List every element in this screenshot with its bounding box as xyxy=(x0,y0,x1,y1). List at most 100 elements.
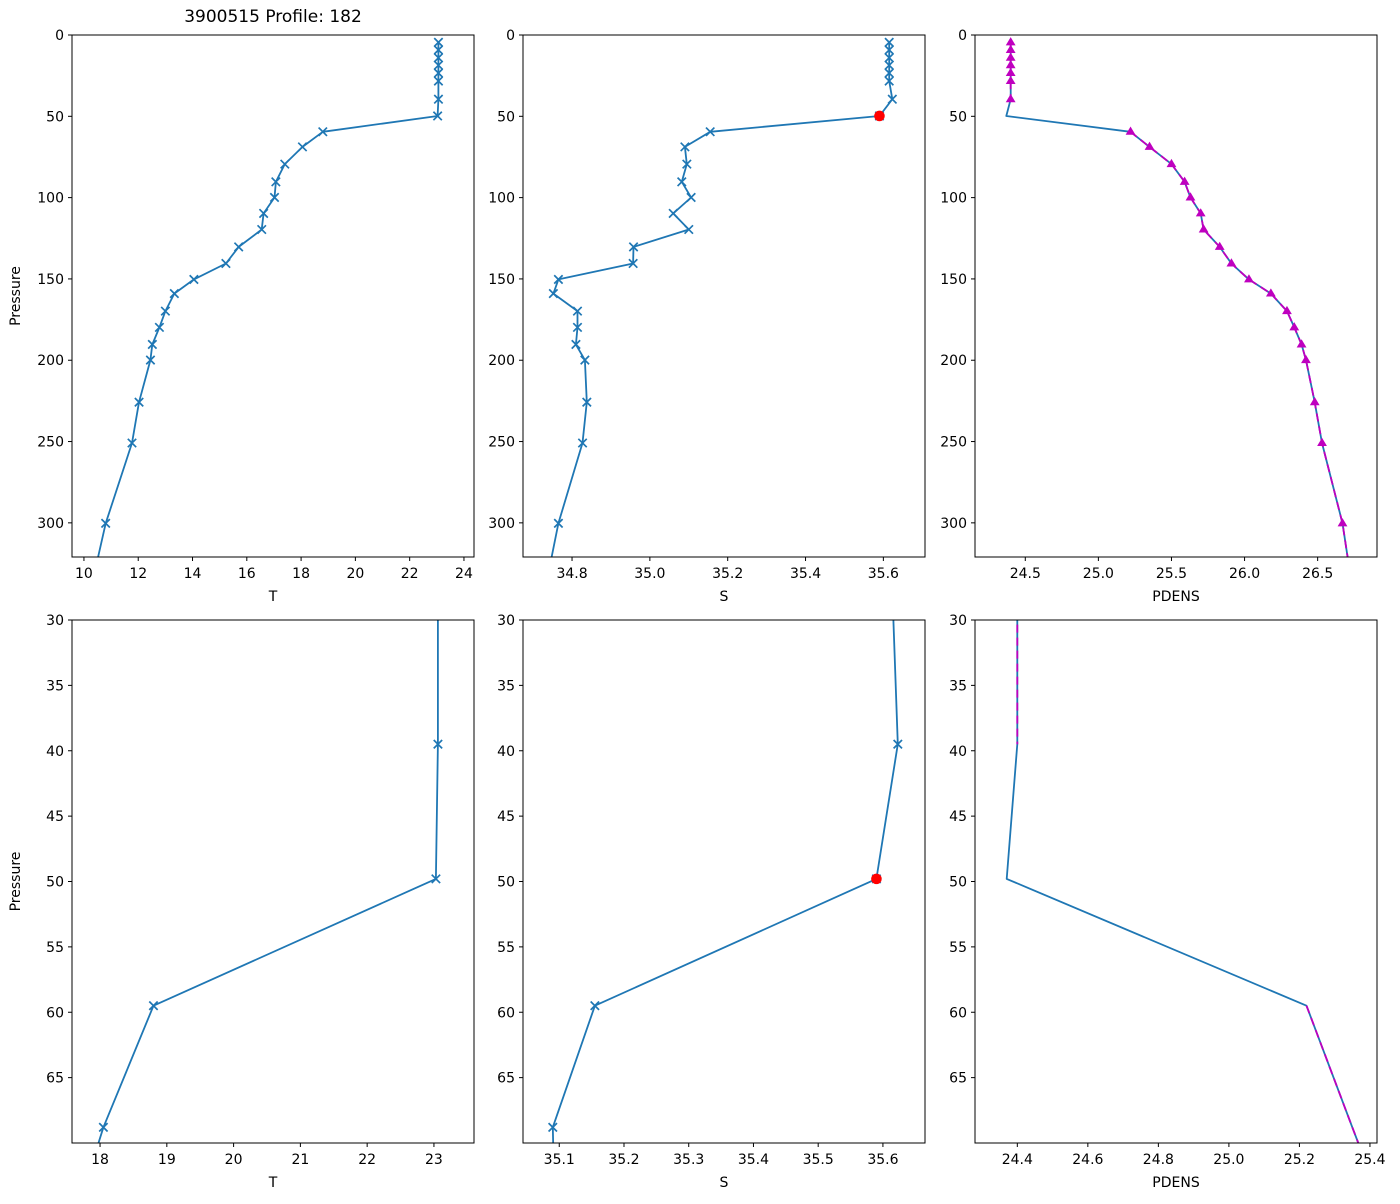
x-axis-label: T xyxy=(268,589,278,605)
y-tick-label: 200 xyxy=(940,353,967,369)
x-tick-label: 26.5 xyxy=(1302,566,1333,582)
y-tick-label: 55 xyxy=(949,940,967,956)
plot-area xyxy=(1007,287,1400,1200)
y-tick-label: 45 xyxy=(46,809,64,825)
triangle-marker xyxy=(1186,192,1196,200)
pdens-recomputed-dashed-line xyxy=(1307,1006,1400,1200)
x-tick-label: 10 xyxy=(75,566,93,582)
x-tick-label: 21 xyxy=(291,1152,309,1168)
pdens-recomputed-dashed-line xyxy=(1131,132,1350,572)
plot-area xyxy=(1006,37,1355,575)
y-tick-label: 40 xyxy=(949,744,967,760)
y-tick-label: 300 xyxy=(37,516,64,532)
triangle-marker xyxy=(1167,159,1177,167)
axes-spines xyxy=(975,620,1377,1143)
y-tick-label: 40 xyxy=(46,744,64,760)
x-tick-label: 25.0 xyxy=(1213,1152,1244,1168)
axes-spines xyxy=(523,35,925,557)
x-tick-label: 24.6 xyxy=(1072,1152,1103,1168)
x-tick-label: 12 xyxy=(129,566,147,582)
y-axis-label: Pressure xyxy=(8,852,24,912)
y-tick-label: 50 xyxy=(46,875,64,891)
y-tick-label: 50 xyxy=(497,875,515,891)
y-tick-label: 50 xyxy=(46,109,64,125)
y-tick-label: 45 xyxy=(949,809,967,825)
x-tick-label: 25.0 xyxy=(1083,566,1114,582)
y-tick-label: 0 xyxy=(506,28,515,44)
x-tick-label: 35.4 xyxy=(738,1152,769,1168)
y-tick-label: 65 xyxy=(949,1071,967,1087)
y-tick-label: 250 xyxy=(940,435,967,451)
x-markers xyxy=(0,282,442,1200)
x-tick-label: 25.5 xyxy=(1156,566,1187,582)
flagged-point-red-dot xyxy=(871,874,882,885)
plot-area xyxy=(544,38,896,576)
y-tick-label: 0 xyxy=(958,28,967,44)
y-tick-label: 55 xyxy=(497,940,515,956)
triangle-marker xyxy=(1338,518,1348,526)
y-tick-label: 300 xyxy=(940,516,967,532)
y-tick-label: 200 xyxy=(488,353,515,369)
x-axis-label: T xyxy=(268,1175,278,1191)
x-axis-label: PDENS xyxy=(1152,589,1200,605)
pdens-recomputed-overlay xyxy=(1017,287,1400,1200)
y-tick-label: 50 xyxy=(497,109,515,125)
x-tick-label: 35.4 xyxy=(790,566,821,582)
triangle-marker xyxy=(1006,53,1016,61)
x-axis-label: S xyxy=(720,1175,729,1191)
x-tick-label: 18 xyxy=(292,566,310,582)
x-tick-label: 19 xyxy=(158,1152,176,1168)
y-tick-label: 50 xyxy=(949,875,967,891)
y-tick-label: 150 xyxy=(37,272,64,288)
y-tick-label: 200 xyxy=(37,353,64,369)
x-tick-label: 20 xyxy=(225,1152,243,1168)
y-tick-label: 300 xyxy=(488,516,515,532)
y-tick-label: 65 xyxy=(497,1071,515,1087)
triangle-marker xyxy=(1006,68,1016,76)
triangle-marker xyxy=(1006,37,1016,45)
axes-spines xyxy=(975,35,1377,557)
x-axis-label: S xyxy=(720,589,729,605)
s-profile-line xyxy=(549,42,893,571)
x-tick-label: 25.4 xyxy=(1354,1152,1385,1168)
y-tick-label: 100 xyxy=(940,191,967,207)
triangle-marker xyxy=(1345,566,1355,574)
y-tick-label: 35 xyxy=(949,678,967,694)
plot-title: 3900515 Profile: 182 xyxy=(72,7,474,27)
y-tick-label: 250 xyxy=(37,435,64,451)
y-tick-label: 30 xyxy=(497,613,515,629)
s-profile-line xyxy=(326,287,898,1200)
x-tick-label: 34.8 xyxy=(556,566,587,582)
x-tick-label: 35.3 xyxy=(673,1152,704,1168)
x-tick-label: 24.8 xyxy=(1143,1152,1174,1168)
plot-area xyxy=(91,38,443,576)
triangle-marker xyxy=(1266,288,1276,296)
triangle-marker xyxy=(1006,60,1016,68)
triangle-marker xyxy=(1301,355,1311,363)
pdens-recomputed-overlay xyxy=(1006,37,1355,575)
x-tick-label: 24.5 xyxy=(1010,566,1041,582)
x-tick-label: 18 xyxy=(91,1152,109,1168)
x-tick-label: 14 xyxy=(184,566,202,582)
y-tick-label: 35 xyxy=(497,678,515,694)
y-tick-label: 40 xyxy=(497,744,515,760)
y-axis-label: Pressure xyxy=(8,266,24,326)
x-tick-label: 35.5 xyxy=(803,1152,834,1168)
x-tick-label: 35.6 xyxy=(867,1152,898,1168)
triangle-marker xyxy=(1006,45,1016,53)
x-tick-label: 24.4 xyxy=(1002,1152,1033,1168)
